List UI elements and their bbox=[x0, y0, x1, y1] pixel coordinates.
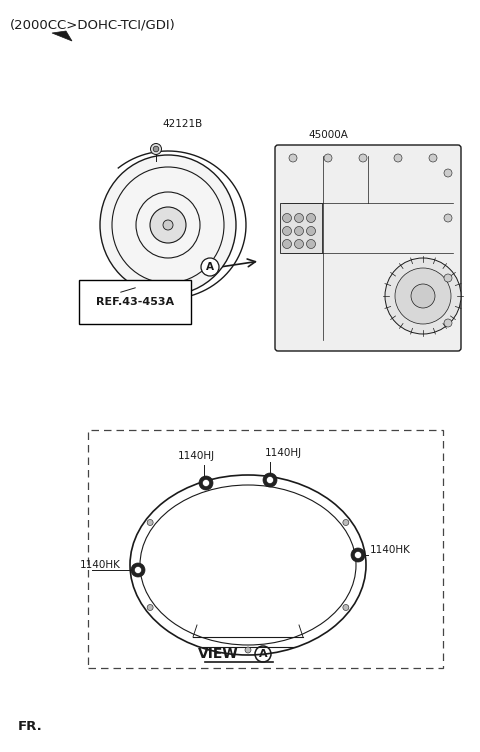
Circle shape bbox=[289, 154, 297, 162]
Ellipse shape bbox=[150, 207, 186, 243]
Circle shape bbox=[444, 319, 452, 327]
Text: A: A bbox=[259, 649, 267, 659]
Text: 42121B: 42121B bbox=[162, 119, 202, 129]
FancyBboxPatch shape bbox=[275, 145, 461, 351]
Circle shape bbox=[131, 563, 145, 577]
Ellipse shape bbox=[163, 220, 173, 230]
Circle shape bbox=[283, 214, 291, 223]
Circle shape bbox=[385, 258, 461, 334]
Circle shape bbox=[394, 154, 402, 162]
Ellipse shape bbox=[100, 155, 236, 295]
Circle shape bbox=[295, 226, 303, 235]
Circle shape bbox=[199, 476, 213, 490]
Circle shape bbox=[324, 154, 332, 162]
Circle shape bbox=[245, 647, 251, 653]
Text: 1140HJ: 1140HJ bbox=[178, 451, 215, 461]
Circle shape bbox=[444, 169, 452, 177]
Text: REF.43-453A: REF.43-453A bbox=[96, 297, 174, 307]
Circle shape bbox=[201, 258, 219, 276]
Circle shape bbox=[263, 473, 277, 487]
Text: 1140HK: 1140HK bbox=[370, 545, 411, 555]
Circle shape bbox=[153, 146, 159, 152]
Circle shape bbox=[151, 144, 161, 154]
Circle shape bbox=[147, 605, 153, 611]
Circle shape bbox=[147, 520, 153, 526]
Polygon shape bbox=[52, 31, 72, 41]
Circle shape bbox=[266, 477, 274, 484]
Circle shape bbox=[355, 551, 361, 559]
Circle shape bbox=[307, 239, 315, 248]
Circle shape bbox=[359, 154, 367, 162]
Circle shape bbox=[411, 284, 435, 308]
Circle shape bbox=[203, 480, 209, 487]
Text: (2000CC>DOHC-TCI/GDI): (2000CC>DOHC-TCI/GDI) bbox=[10, 18, 176, 31]
Text: 1140HJ: 1140HJ bbox=[265, 448, 302, 458]
Circle shape bbox=[307, 214, 315, 223]
Circle shape bbox=[283, 226, 291, 235]
Bar bbox=[88, 430, 443, 668]
Circle shape bbox=[283, 239, 291, 248]
Circle shape bbox=[343, 520, 349, 526]
Text: VIEW: VIEW bbox=[198, 647, 239, 661]
Text: 1140HK: 1140HK bbox=[80, 560, 121, 570]
Circle shape bbox=[343, 605, 349, 611]
Bar bbox=[280, 203, 322, 253]
Circle shape bbox=[444, 214, 452, 222]
Circle shape bbox=[444, 274, 452, 282]
Circle shape bbox=[134, 566, 142, 574]
Text: FR.: FR. bbox=[18, 720, 43, 732]
Text: A: A bbox=[206, 262, 214, 272]
Circle shape bbox=[307, 226, 315, 235]
Circle shape bbox=[429, 154, 437, 162]
Text: 45000A: 45000A bbox=[308, 130, 348, 140]
Circle shape bbox=[295, 239, 303, 248]
Circle shape bbox=[351, 548, 365, 562]
Circle shape bbox=[395, 268, 451, 324]
Circle shape bbox=[295, 214, 303, 223]
